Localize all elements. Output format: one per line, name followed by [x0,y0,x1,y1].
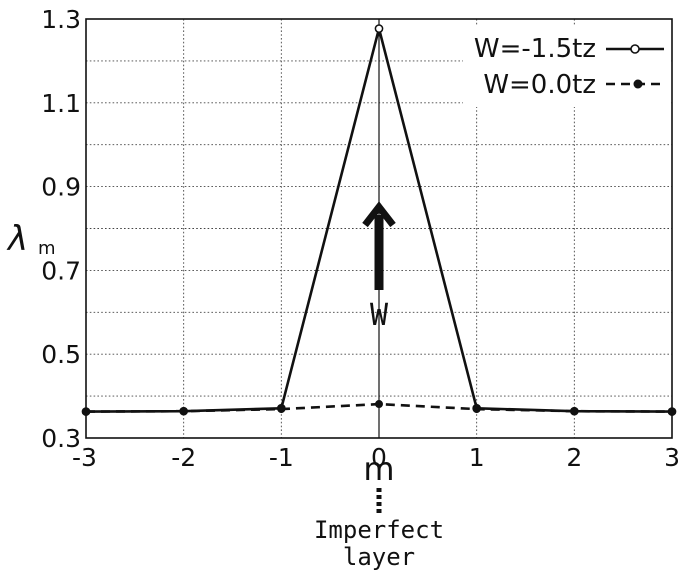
imperfect-layer-label-line2: layer [343,543,415,571]
w-arrow: W [362,201,396,333]
x-tick-label: -1 [269,443,294,472]
arrow-shaft [374,215,384,290]
legend: W=-1.5tz W=0.0tz [463,25,669,107]
legend-label-series-2: W=0.0tz [483,70,596,100]
legend-label-series-1: W=-1.5tz [474,34,596,64]
y-tick-label: 0.3 [41,424,81,453]
y-tick-label: 0.5 [41,340,81,369]
y-axis-label: λ m [6,219,56,259]
y-axis-label-symbol: λ [6,219,28,259]
x-tick-label: 3 [664,443,680,472]
series-1-point [374,24,384,33]
x-tick-label: -3 [72,443,97,472]
y-tick-labels: 0.3 0.5 0.7 0.9 1.1 1.3 [41,5,81,453]
series-layer [81,24,677,416]
x-tick-label: 2 [566,443,582,472]
series-2-point [179,407,188,416]
series-2-point [570,407,579,416]
x-tick-label: -2 [171,443,196,472]
arrow-label: W [370,298,389,333]
y-axis-label-subscript: m [38,238,56,259]
y-tick-label: 0.7 [41,256,81,285]
series-2-point [668,407,676,416]
y-tick-label: 0.9 [41,173,81,202]
x-axis-label: m [363,450,394,488]
legend-marker-series-2 [633,79,643,89]
series-2-point [472,405,481,414]
x-tick-labels: -3 -2 -1 0 1 2 3 [72,443,680,472]
y-tick-label: 1.1 [41,89,81,118]
imperfect-layer-label-line1: Imperfect [314,516,444,544]
y-tick-label: 1.3 [41,5,81,34]
x-tick-label: 0 [371,443,387,472]
legend-marker-series-1 [630,44,640,54]
series-2-point [82,407,90,416]
series-2-point [277,405,286,414]
legend-background [463,25,669,107]
arrow-head [362,201,396,228]
x-tick-label: 1 [469,443,485,472]
series-2-point [375,400,383,409]
